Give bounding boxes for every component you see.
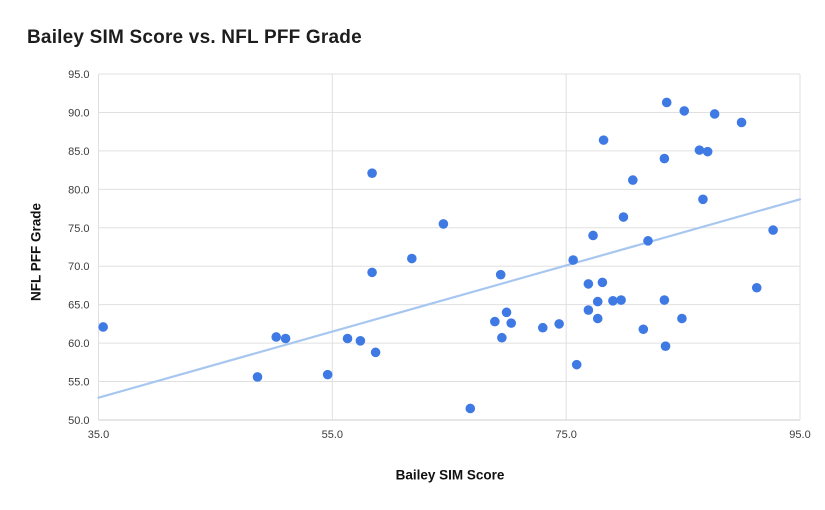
trendline [97,198,802,399]
data-point [659,153,670,164]
data-point [628,175,638,185]
y-tick-label: 55.0 [68,377,89,389]
x-axis-title: Bailey SIM Score [395,467,505,483]
data-point [497,332,507,343]
data-point [751,282,762,293]
data-point [465,403,476,414]
data-point [660,341,671,351]
data-point [598,135,609,145]
y-tick-label: 90.0 [68,107,89,119]
data-point [768,225,778,235]
data-point [367,267,377,278]
data-point [490,316,500,327]
y-tick-label: 75.0 [68,223,89,235]
y-tick-label: 95.0 [68,69,89,81]
data-point [616,295,626,305]
data-point [679,106,690,116]
data-point [597,277,608,288]
data-point [709,109,720,119]
data-point [571,359,582,370]
x-tick-label: 35.0 [88,429,109,441]
data-point [618,212,629,222]
data-point [661,97,672,108]
data-point [271,332,282,342]
data-point [702,146,713,157]
data-point [495,269,506,280]
data-point [367,168,377,178]
data-point [583,305,594,315]
y-tick-label: 65.0 [68,300,89,312]
data-point [438,219,449,229]
data-point [608,296,618,306]
data-point [501,307,512,318]
data-point [592,313,603,324]
data-point [736,117,747,128]
data-point [643,236,653,246]
data-point [98,322,108,332]
data-point [355,336,366,346]
data-point [677,313,687,324]
data-point [506,318,517,328]
data-point [407,253,417,264]
data-point [698,194,708,205]
chart-title: Bailey SIM Score vs. NFL PFF Grade [27,27,362,48]
x-tick-label: 95.0 [789,429,810,441]
data-point [537,322,548,333]
data-point [252,372,263,382]
data-point [694,145,705,155]
data-point [592,296,603,307]
data-point [588,230,598,241]
data-point [280,333,291,344]
y-tick-label: 85.0 [68,146,89,158]
data-point [583,279,594,289]
data-point [370,347,381,358]
data-point [659,295,670,305]
data-point [322,369,333,380]
data-point [554,319,564,329]
y-tick-label: 80.0 [68,184,89,196]
data-point [568,255,578,265]
y-tick-label: 50.0 [68,415,89,427]
x-tick-label: 75.0 [555,429,576,441]
data-point [342,333,353,344]
y-axis-title: NFL PFF Grade [28,202,44,302]
x-tick-label: 55.0 [322,429,343,441]
data-point [638,324,649,335]
y-tick-label: 60.0 [68,338,89,350]
y-tick-label: 70.0 [68,261,89,273]
